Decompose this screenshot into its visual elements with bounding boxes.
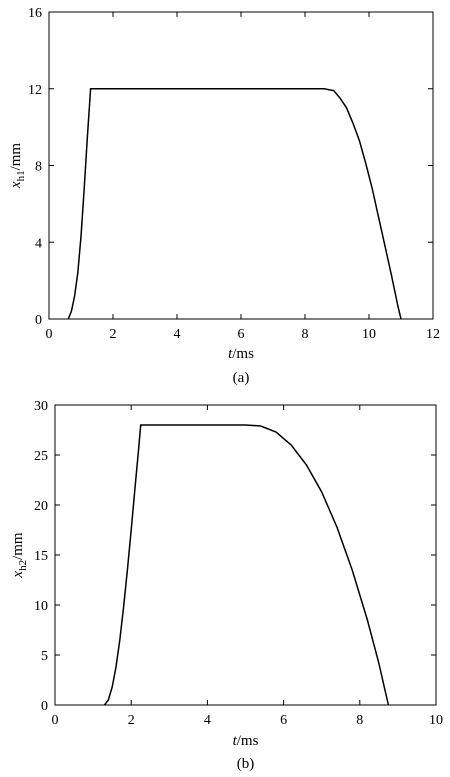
x-tick-label: 2: [110, 327, 117, 342]
y-tick-label: 30: [34, 399, 48, 414]
x-tick-label: 4: [174, 327, 181, 342]
y-tick-label: 5: [41, 649, 48, 664]
y-tick-label: 20: [34, 499, 48, 514]
x-tick-label: 8: [356, 713, 363, 728]
y-tick-label: 4: [35, 236, 42, 251]
y-axis-title-unit: /mm: [8, 143, 24, 171]
y-axis-title-unit: /mm: [10, 532, 26, 560]
y-axis-title-sub: h1: [15, 170, 27, 181]
y-tick-label: 8: [35, 160, 42, 175]
y-tick-label: 15: [34, 549, 48, 564]
x-tick-label: 0: [52, 713, 59, 728]
x-tick-label: 8: [302, 327, 309, 342]
x-axis-title: t/ms: [228, 346, 254, 362]
x-axis-title-unit: /ms: [232, 346, 254, 362]
chart-panel-a: 0 2 4 6 8 10 12 0 4 8 12 16 t/ms xh1/mm (a): [8, 6, 440, 386]
x-tick-label: 6: [280, 713, 287, 728]
x-tick-label: 10: [362, 327, 376, 342]
y-tick-label: 25: [34, 449, 48, 464]
plot-frame: [54, 404, 437, 706]
y-axis-title-var: x: [10, 571, 26, 579]
x-tick-label: 12: [426, 327, 440, 342]
y-tick-label: 0: [35, 313, 42, 328]
y-tick-label: 12: [28, 83, 42, 98]
x-tick-label: 2: [128, 713, 135, 728]
y-axis-title: xh2/mm: [10, 532, 29, 579]
x-tick-label: 6: [238, 327, 245, 342]
y-tick-label: 10: [34, 599, 48, 614]
x-tick-label: 10: [429, 713, 443, 728]
y-tick-label: 16: [28, 6, 42, 21]
x-axis-title-unit: /ms: [237, 733, 259, 749]
y-tick-label: 0: [41, 699, 48, 714]
x-tick-label: 4: [204, 713, 211, 728]
plot-frame: [48, 11, 434, 320]
x-axis-title-var: t: [233, 733, 238, 749]
series-line: [103, 424, 390, 706]
y-axis-title: xh1/mm: [8, 143, 27, 190]
y-axis-title-sub: h2: [17, 560, 29, 571]
x-axis-title: t/ms: [233, 733, 259, 749]
panel-caption: (a): [233, 370, 250, 386]
x-axis-title-var: t: [228, 346, 233, 362]
x-tick-label: 0: [46, 327, 53, 342]
chart-panel-b: 0 2 4 6 8 10 0 5 10 15 20 25 30 t/ms xh2/mm (b): [10, 399, 443, 772]
panel-caption: (b): [237, 756, 255, 772]
series-line: [67, 88, 402, 320]
y-axis-title-var: x: [8, 181, 24, 189]
